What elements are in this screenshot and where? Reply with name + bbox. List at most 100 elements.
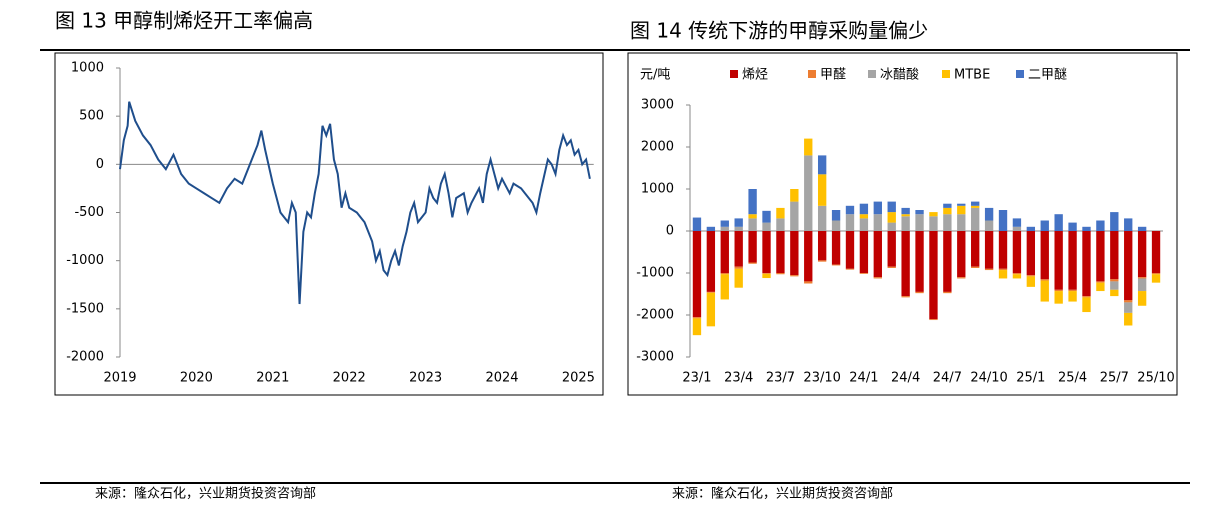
bar [1110,279,1119,282]
bar [762,231,771,273]
bar [804,231,813,282]
bar [790,231,799,276]
bar [831,264,841,266]
bar [762,222,771,231]
bar [1068,289,1077,292]
bar [720,226,729,231]
bar [748,262,757,264]
y-unit: 元/吨 [640,68,670,83]
bar [706,291,716,293]
bar [957,214,966,231]
y-tick-label: 0 [666,224,674,239]
bar [1012,218,1022,227]
bar [887,201,896,213]
bar [1110,212,1119,231]
bar [1040,220,1049,231]
bar [984,231,994,269]
bar [748,214,757,219]
bar [957,203,966,206]
bar [887,212,896,223]
bar [720,220,729,227]
bar [845,214,855,231]
bar [1110,289,1119,297]
bar [901,296,910,298]
x-tick-label: 24/10 [970,371,1007,386]
x-tick-label: 24/7 [933,371,962,386]
bar [1096,282,1105,292]
x-tick-label: 24/1 [849,371,878,386]
bar [1040,279,1049,281]
bar [873,214,882,231]
bar [984,207,994,221]
y-tick-label: -1000 [636,266,674,281]
bar [831,220,841,231]
legend-swatch [730,70,738,78]
bar [1124,300,1133,303]
bar [817,231,827,261]
bar [971,201,980,206]
bar [901,207,910,215]
bar [887,266,896,268]
y-tick-label: 1000 [641,182,674,197]
frame [54,52,604,396]
bar [915,291,924,294]
x-tick-label: 25/10 [1137,371,1174,386]
bar [1110,231,1119,280]
bar [943,214,952,231]
bar [1137,231,1147,278]
x-tick-label: 23/1 [682,371,711,386]
bar [776,207,785,219]
bar [943,207,952,215]
bar [1096,220,1105,231]
y-tick-label: 500 [79,109,104,124]
bar [1124,231,1133,301]
bar [887,222,896,231]
bar [804,281,813,284]
bar [1054,214,1063,231]
x-tick-label: 24/4 [891,371,920,386]
bar [915,210,924,215]
bar [720,231,729,273]
bar [957,277,966,279]
bar [734,231,743,267]
bar [1040,280,1049,302]
bar [873,231,882,278]
bar [998,210,1008,231]
bar [1124,218,1133,231]
bar [1026,226,1036,231]
bar [734,266,743,269]
bar [998,270,1008,279]
bar [971,207,980,231]
bar [1137,277,1147,279]
bar [998,231,1008,269]
bar [971,205,980,208]
bar [1082,231,1091,297]
bar [943,291,952,294]
bar [1096,281,1105,283]
bar [1026,276,1036,287]
bar [748,189,757,215]
bar [734,218,743,227]
bar [887,231,896,267]
bar [1151,273,1161,275]
bar [1012,273,1022,275]
y-tick-label: -2000 [66,350,104,365]
bar [748,231,757,263]
bar [873,277,882,279]
bar [984,268,994,271]
bar [1137,226,1147,231]
bar [915,231,924,292]
bar [817,260,827,262]
x-tick-label: 2022 [333,371,366,386]
bar [762,273,771,279]
bar [1124,302,1133,313]
chart-title: 图 14 传统下游的甲醇采购量偏少 [630,19,928,43]
bar [720,274,729,300]
bar [943,231,952,292]
bar [1068,222,1077,231]
bar [859,218,869,231]
bar [845,205,855,215]
bar [706,231,716,292]
legend-label: MTBE [954,68,990,83]
